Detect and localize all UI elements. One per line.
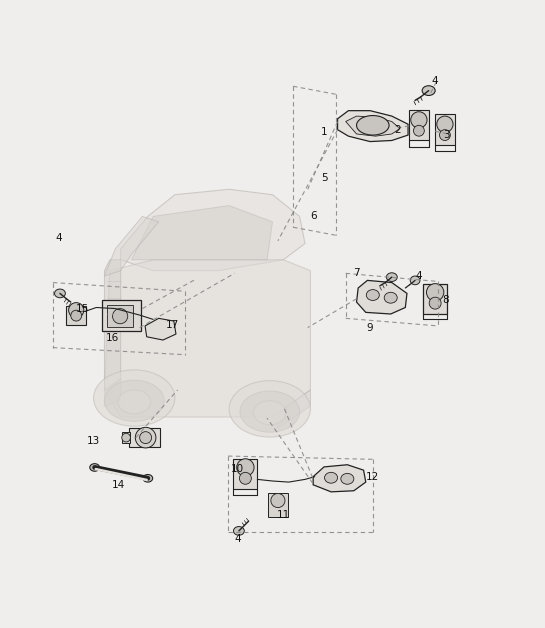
Ellipse shape	[427, 284, 444, 301]
Ellipse shape	[271, 494, 285, 507]
Ellipse shape	[71, 310, 82, 321]
Ellipse shape	[422, 86, 435, 95]
Ellipse shape	[233, 526, 244, 535]
Ellipse shape	[429, 297, 441, 309]
Polygon shape	[105, 260, 311, 417]
Bar	[107, 305, 133, 327]
Text: 11: 11	[277, 510, 290, 519]
Bar	[129, 428, 160, 447]
Polygon shape	[356, 280, 407, 314]
Ellipse shape	[113, 308, 128, 324]
Polygon shape	[145, 318, 176, 340]
Polygon shape	[313, 465, 366, 492]
Text: 1: 1	[320, 127, 328, 138]
Text: 4: 4	[234, 534, 240, 544]
Ellipse shape	[237, 459, 254, 476]
Ellipse shape	[410, 276, 420, 284]
Ellipse shape	[341, 474, 354, 484]
Ellipse shape	[140, 431, 152, 443]
Text: 4: 4	[432, 76, 439, 86]
Bar	[423, 284, 447, 314]
Bar	[233, 459, 257, 489]
Ellipse shape	[122, 433, 130, 442]
Bar	[122, 432, 130, 443]
Bar	[409, 110, 429, 141]
Ellipse shape	[143, 475, 153, 482]
Ellipse shape	[414, 126, 425, 136]
Ellipse shape	[253, 401, 286, 425]
Text: 4: 4	[416, 271, 422, 281]
Text: 6: 6	[310, 212, 317, 222]
Ellipse shape	[384, 292, 397, 303]
Polygon shape	[120, 189, 305, 271]
Polygon shape	[105, 379, 120, 406]
Ellipse shape	[94, 370, 175, 426]
Text: 3: 3	[443, 130, 449, 140]
Text: 4: 4	[55, 233, 62, 243]
Bar	[268, 493, 288, 517]
Text: 15: 15	[76, 303, 89, 313]
Text: 2: 2	[394, 124, 401, 134]
Bar	[102, 300, 141, 332]
Ellipse shape	[135, 427, 156, 448]
Bar	[435, 114, 455, 145]
Text: 10: 10	[231, 463, 244, 474]
Bar	[66, 306, 86, 325]
Ellipse shape	[118, 390, 150, 414]
Ellipse shape	[54, 289, 65, 298]
Text: 17: 17	[166, 320, 179, 330]
Ellipse shape	[325, 472, 337, 483]
Text: 8: 8	[443, 295, 449, 305]
Ellipse shape	[439, 129, 450, 141]
Text: 12: 12	[366, 472, 379, 482]
Text: 9: 9	[367, 323, 373, 333]
Ellipse shape	[356, 116, 389, 135]
Text: 16: 16	[106, 333, 119, 344]
Text: 5: 5	[320, 173, 328, 183]
Polygon shape	[105, 217, 159, 276]
Ellipse shape	[411, 112, 427, 128]
Ellipse shape	[69, 303, 84, 318]
Ellipse shape	[239, 472, 251, 484]
Text: 14: 14	[111, 480, 125, 490]
Text: 13: 13	[87, 436, 100, 447]
Ellipse shape	[240, 391, 300, 432]
Ellipse shape	[105, 380, 164, 421]
Ellipse shape	[437, 116, 453, 133]
Polygon shape	[272, 390, 311, 428]
Polygon shape	[131, 205, 272, 260]
Text: 7: 7	[353, 268, 360, 278]
Polygon shape	[346, 116, 400, 136]
Ellipse shape	[366, 290, 379, 300]
Ellipse shape	[386, 273, 397, 281]
Polygon shape	[337, 111, 408, 141]
Ellipse shape	[90, 463, 100, 471]
Polygon shape	[105, 260, 120, 390]
Ellipse shape	[229, 381, 311, 437]
